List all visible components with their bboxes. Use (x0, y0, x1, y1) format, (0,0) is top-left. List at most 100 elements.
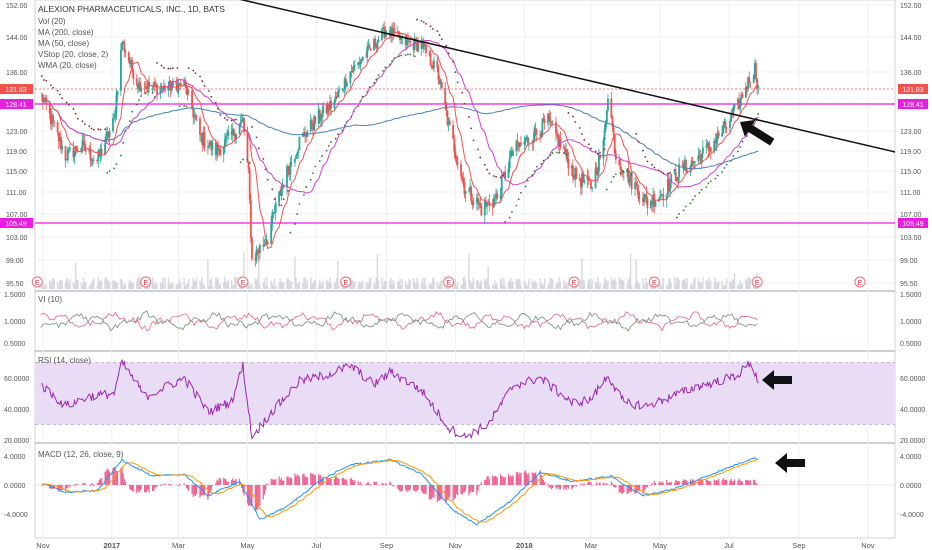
macd-histogram-bar (398, 485, 400, 491)
candle-body (557, 135, 560, 147)
macd-histogram-bar (737, 480, 739, 485)
macd-histogram-bar (486, 476, 488, 485)
candle-body (385, 30, 388, 32)
vstop-dot (68, 103, 70, 106)
vstop-dot (219, 114, 222, 116)
vstop-dot (162, 66, 165, 69)
volume-bar (455, 285, 458, 289)
vstop-dot (682, 209, 685, 212)
macd-histogram-bar (511, 476, 513, 485)
vstop-dot (185, 105, 188, 108)
volume-bar (224, 277, 226, 289)
macd-histogram-bar (199, 485, 201, 498)
vi-minus-line (40, 310, 758, 332)
candle-body (629, 172, 632, 179)
macd-histogram-bar (452, 485, 454, 501)
vstop-dot (314, 165, 317, 168)
macd-histogram-bar (425, 485, 427, 495)
volume-bar (723, 285, 726, 289)
macd-histogram-bar (533, 473, 536, 485)
macd-histogram-bar (290, 477, 293, 485)
volume-bar (610, 277, 613, 289)
macd-histogram-bar (540, 474, 542, 485)
macd-histogram-bar (487, 476, 489, 485)
macd-histogram-bar (58, 485, 60, 492)
candle-body (382, 26, 384, 29)
volume-bar (701, 283, 703, 289)
candle-body (194, 115, 197, 118)
macd-histogram-bar (191, 485, 193, 494)
earnings-icon (140, 276, 152, 288)
macd-histogram-bar (527, 474, 529, 485)
macd-histogram-bar (650, 485, 652, 486)
candle-body (305, 136, 308, 137)
vstop-dot (504, 221, 507, 223)
candle-body (201, 133, 204, 145)
volume-bar (566, 285, 568, 289)
vstop-dot (52, 86, 54, 89)
vstop-dot (368, 86, 371, 89)
vstop-dot (407, 53, 409, 56)
macd-histogram-bar (354, 480, 356, 485)
vstop-dot (282, 198, 285, 201)
volume-bar (476, 280, 478, 289)
candle-body (129, 61, 131, 65)
macd-histogram-bar (129, 485, 131, 490)
macd-histogram-bar (375, 481, 377, 485)
vstop-dot (612, 175, 615, 178)
candle-body (199, 118, 201, 135)
candle-body (472, 202, 475, 205)
vstop-dot (510, 211, 513, 213)
volume-bar (697, 278, 700, 289)
macd-histogram-bar (202, 485, 204, 495)
candle-body (716, 132, 719, 140)
vstop-dot (456, 81, 459, 84)
volume-bar (336, 278, 338, 289)
candle-body (479, 203, 482, 206)
vstop-dot (321, 154, 323, 157)
vstop-dot (108, 170, 111, 172)
volume-bar (193, 280, 196, 289)
volume-bar (733, 273, 736, 289)
macd-histogram-bar (493, 476, 495, 485)
x-tick-label: Nov (861, 541, 875, 550)
vstop-dot (709, 180, 712, 183)
macd-histogram-bar (582, 483, 584, 485)
candle-body (156, 84, 158, 95)
candle-body (562, 146, 565, 149)
candle-body (725, 127, 728, 129)
candle-body (66, 149, 69, 160)
macd-histogram-bar (329, 477, 331, 485)
macd-histogram-bar (441, 485, 443, 499)
vstop-dot (255, 136, 258, 139)
macd-histogram-bar (423, 485, 425, 494)
volume-bar (210, 277, 212, 289)
candle-body (100, 148, 103, 155)
price-tick-label: 115.00 (900, 169, 921, 176)
vstop-dot (486, 168, 488, 171)
volume-bar (611, 280, 614, 289)
volume-bar (628, 277, 631, 289)
vstop-dot (217, 107, 219, 110)
volume-bar (464, 280, 467, 289)
candle-body (217, 145, 219, 151)
macd-histogram-bar (631, 485, 633, 492)
vstop-dot (436, 30, 439, 33)
volume-bar (461, 284, 463, 289)
candle-body (344, 78, 347, 87)
macd-histogram-bar (246, 485, 249, 504)
macd-histogram-bar (645, 485, 647, 487)
candle-body (706, 143, 709, 147)
volume-bar (217, 277, 219, 289)
candle-body (247, 162, 250, 170)
candle-body (164, 85, 166, 91)
macd-histogram-bar (606, 483, 608, 485)
vstop-dot (508, 216, 511, 219)
volume-bar (235, 277, 237, 289)
volume-bar (279, 278, 281, 289)
macd-histogram-bar (57, 485, 59, 490)
volume-bar (152, 282, 155, 289)
volume-bar (548, 283, 550, 289)
earnings-label: E (652, 280, 657, 287)
volume-bar (520, 284, 522, 289)
